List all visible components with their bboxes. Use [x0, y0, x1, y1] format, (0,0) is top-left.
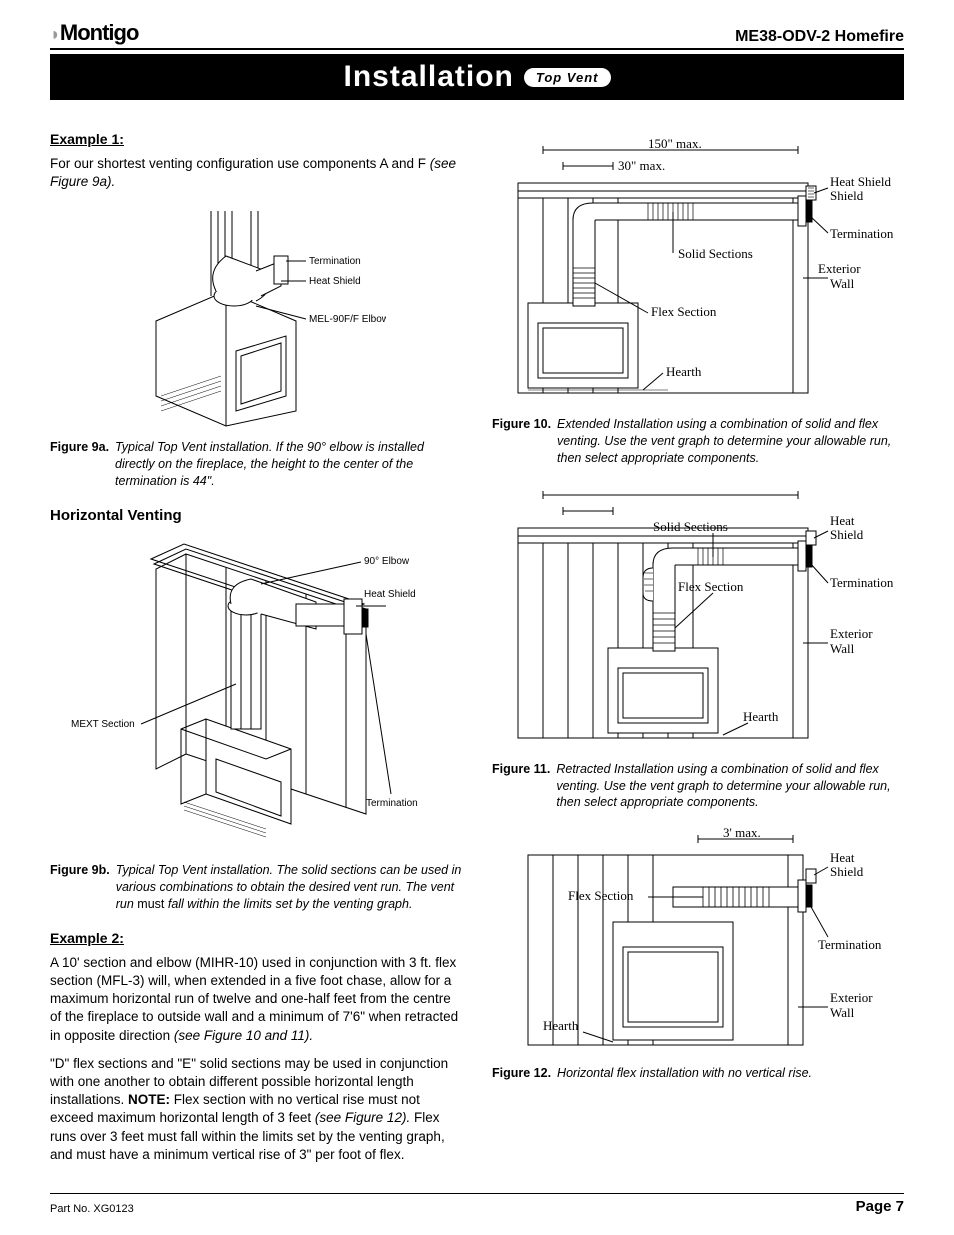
example1-body: For our shortest venting configuration u… — [50, 155, 462, 191]
example1-heading: Example 1: — [50, 130, 462, 149]
figure-9b-label: Figure 9b. — [50, 862, 110, 913]
figure-9a-text: Typical Top Vent installation. If the 90… — [115, 439, 462, 490]
svg-text:30" max.: 30" max. — [618, 158, 665, 173]
svg-text:Termination: Termination — [818, 937, 882, 952]
page-footer: Part No. XG0123 Page 7 — [50, 1193, 904, 1215]
svg-text:Termination: Termination — [309, 256, 361, 267]
figure-10-caption: Figure 10. Extended Installation using a… — [492, 416, 904, 467]
example2-para2: "D" flex sections and "E" solid sections… — [50, 1055, 462, 1164]
figure-10-diagram: 150" max. 30" max. Heat ShieldShield Ter… — [492, 138, 904, 408]
figure-12-label: Figure 12. — [492, 1065, 551, 1082]
svg-text:Wall: Wall — [830, 641, 855, 656]
page-number: Page 7 — [856, 1198, 904, 1215]
title-bar: Installation Top Vent — [50, 54, 904, 100]
figure-12-caption: Figure 12. Horizontal flex installation … — [492, 1065, 904, 1082]
brand-logo: ◗Montigo — [50, 20, 138, 46]
svg-text:Flex Section: Flex Section — [651, 304, 717, 319]
figure-10-label: Figure 10. — [492, 416, 551, 467]
svg-text:Hearth: Hearth — [666, 364, 702, 379]
svg-text:Heat Shield: Heat Shield — [830, 174, 892, 189]
example2-p1b: (see Figure 10 and 11). — [174, 1028, 313, 1043]
right-column: 150" max. 30" max. Heat ShieldShield Ter… — [492, 130, 904, 1174]
svg-text:Shield: Shield — [830, 864, 864, 879]
svg-text:Heat: Heat — [830, 513, 855, 528]
figure-12-diagram: 3' max. HeatShield Flex Section Terminat… — [492, 827, 904, 1057]
svg-text:Exterior: Exterior — [818, 261, 861, 276]
svg-text:3' max.: 3' max. — [723, 827, 761, 840]
svg-text:MEXT Section: MEXT Section — [71, 719, 135, 730]
example2-heading: Example 2: — [50, 929, 462, 948]
part-number: Part No. XG0123 — [50, 1203, 134, 1215]
example2-p2c: (see Figure 12). — [315, 1110, 414, 1125]
svg-text:Flex Section: Flex Section — [568, 888, 634, 903]
svg-text:Flex Section: Flex Section — [678, 579, 744, 594]
svg-text:Wall: Wall — [830, 1005, 855, 1020]
example2-note: NOTE: — [128, 1092, 170, 1107]
figure-11-label: Figure 11. — [492, 761, 550, 812]
svg-text:Termination: Termination — [366, 798, 418, 809]
svg-text:Shield: Shield — [830, 527, 864, 542]
brand-logo-text: Montigo — [60, 20, 139, 45]
svg-text:Termination: Termination — [830, 575, 894, 590]
svg-text:Solid Sections: Solid Sections — [678, 246, 753, 261]
example1-text: For our shortest venting configuration u… — [50, 156, 430, 171]
pill-badge: Top Vent — [524, 68, 611, 87]
page-title: Installation — [344, 60, 514, 94]
svg-text:Hearth: Hearth — [743, 709, 779, 724]
svg-text:Heat Shield: Heat Shield — [364, 589, 416, 600]
figure-9a-caption: Figure 9a. Typical Top Vent installation… — [50, 439, 462, 490]
left-column: Example 1: For our shortest venting conf… — [50, 130, 462, 1174]
figure-9a-diagram: Termination Heat Shield MEL-90F/F Elbow — [50, 201, 462, 431]
content-columns: Example 1: For our shortest venting conf… — [50, 130, 904, 1174]
svg-text:Heat Shield: Heat Shield — [309, 276, 361, 287]
figure-9b-caption: Figure 9b. Typical Top Vent installation… — [50, 862, 462, 913]
svg-text:MEL-90F/F Elbow: MEL-90F/F Elbow — [309, 314, 386, 325]
svg-text:Termination: Termination — [830, 226, 894, 241]
svg-text:Shield: Shield — [830, 188, 864, 203]
figure-11-caption: Figure 11. Retracted Installation using … — [492, 761, 904, 812]
figure-10-text: Extended Installation using a combinatio… — [557, 416, 904, 467]
svg-text:Exterior: Exterior — [830, 626, 873, 641]
example2-para1: A 10' section and elbow (MIHR-10) used i… — [50, 954, 462, 1045]
svg-text:150" max.: 150" max. — [648, 138, 702, 151]
svg-text:Wall: Wall — [830, 276, 855, 291]
model-number: ME38-ODV-2 Homefire — [735, 28, 904, 46]
svg-text:Exterior: Exterior — [830, 990, 873, 1005]
figure-11-diagram: HeatShield Solid Sections Termination Fl… — [492, 483, 904, 753]
figure-9a-label: Figure 9a. — [50, 439, 109, 490]
svg-text:Solid Sections: Solid Sections — [653, 519, 728, 534]
svg-text:Hearth: Hearth — [543, 1018, 579, 1033]
horizontal-venting-heading: Horizontal Venting — [50, 506, 462, 526]
page-header: ◗Montigo ME38-ODV-2 Homefire — [50, 20, 904, 50]
figure-12-text: Horizontal flex installation with no ver… — [557, 1065, 812, 1082]
figure-11-text: Retracted Installation using a combinati… — [556, 761, 904, 812]
figure-9b-diagram: 90° Elbow Heat Shield MEXT Section Termi… — [50, 534, 462, 854]
figure-9b-text: Typical Top Vent installation. The solid… — [116, 862, 462, 913]
svg-text:90° Elbow: 90° Elbow — [364, 556, 410, 567]
svg-text:Heat: Heat — [830, 850, 855, 865]
